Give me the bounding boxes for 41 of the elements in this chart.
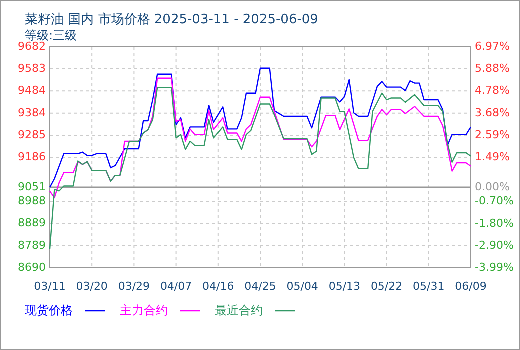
- y-tick-label: 8789: [18, 238, 46, 252]
- y2-tick-label: 2.59%: [475, 128, 510, 142]
- y-tick-label: 9285: [18, 128, 46, 142]
- legend-label: 现货价格: [25, 303, 73, 318]
- x-tick-label: 04/07: [160, 280, 192, 294]
- y2-tick-label: 1.49%: [475, 150, 510, 164]
- chart-subtitle: 等级:三级: [25, 28, 78, 42]
- y-tick-label: 9484: [18, 84, 46, 98]
- y-tick-label: 9682: [18, 40, 46, 54]
- line-series: [49, 68, 472, 188]
- x-tick-label: 04/16: [202, 280, 234, 294]
- x-tick-label: 03/29: [118, 280, 150, 294]
- x-tick-label: 03/11: [34, 280, 66, 294]
- y2-tick-label: 3.68%: [475, 106, 510, 120]
- y2-tick-label: -3.99%: [475, 261, 514, 274]
- x-tick-label: 05/22: [370, 280, 403, 294]
- legend-label: 主力合约: [120, 303, 168, 318]
- x-tick-label: 06/09: [455, 280, 487, 294]
- x-tick-label: 04/25: [244, 280, 276, 294]
- legend-label: 最近合约: [215, 303, 263, 318]
- x-tick-label: 05/04: [286, 280, 318, 294]
- y-tick-label: 8988: [18, 194, 46, 208]
- y-tick-label: 9384: [18, 106, 46, 120]
- y-tick-label: 8690: [18, 261, 46, 274]
- y2-tick-label: -0.70%: [475, 194, 514, 208]
- x-tick-label: 05/13: [328, 280, 361, 294]
- x-tick-label: 03/20: [76, 280, 108, 294]
- y-tick-label: 9583: [18, 62, 46, 76]
- line-series: [49, 78, 472, 198]
- y2-tick-label: -1.80%: [475, 216, 514, 230]
- line-series: [49, 87, 472, 250]
- y-tick-label: 9051: [18, 180, 46, 194]
- y2-tick-label: 6.97%: [475, 40, 510, 54]
- x-tick-label: 05/31: [413, 280, 445, 294]
- y2-tick-label: 0.00%: [475, 180, 510, 194]
- y-tick-label: 9186: [18, 150, 46, 164]
- y2-tick-label: 4.78%: [475, 84, 510, 98]
- y-tick-label: 8889: [18, 216, 46, 230]
- chart-title: 菜籽油 国内 市场价格 2025-03-11 - 2025-06-09: [25, 12, 318, 28]
- y2-tick-label: -2.90%: [475, 239, 514, 252]
- y2-tick-label: 5.88%: [475, 62, 510, 75]
